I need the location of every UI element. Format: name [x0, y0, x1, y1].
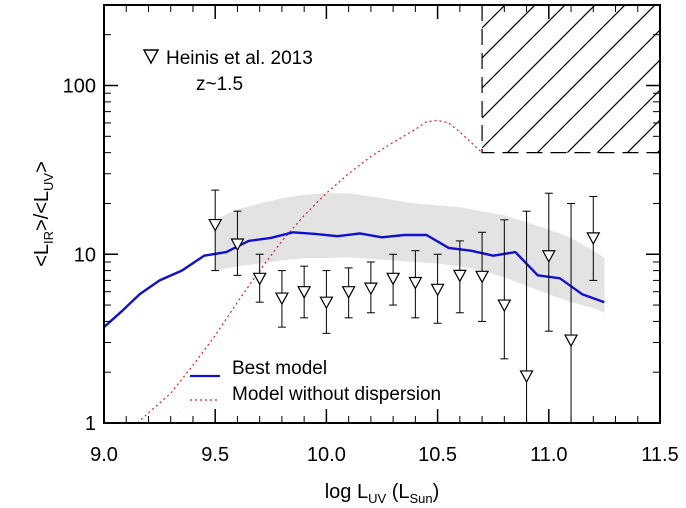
x-tick-label: 9.5: [201, 444, 229, 466]
triangle-marker: [541, 250, 556, 263]
legend-top-line2: z~1.5: [196, 74, 243, 95]
triangle-marker: [586, 232, 601, 246]
x-tick-label: 10.5: [418, 444, 457, 466]
y-tick-label: 10: [74, 244, 96, 266]
legend-no-dispersion-label: Model without dispersion: [232, 384, 441, 405]
legend-triangle-marker: [142, 49, 160, 65]
x-tick-label: 11.0: [530, 444, 567, 466]
data-point: [430, 253, 445, 324]
triangle-marker: [297, 286, 312, 299]
excluded-region: [481, 5, 660, 154]
y-axis-label: <LIR>/<LUV>: [31, 161, 56, 267]
x-tick-label: 9.0: [90, 444, 118, 466]
no-dispersion-model-line: [136, 119, 483, 423]
triangle-marker: [497, 299, 512, 313]
x-axis-label: log LUV (LSun): [325, 481, 440, 506]
plot-frame: [103, 4, 661, 424]
data-point: [386, 253, 401, 306]
legend-top-line1: Heinis et al. 2013: [166, 48, 313, 69]
data-point: [319, 270, 334, 334]
data-point: [341, 267, 356, 319]
x-tick-label: 10.0: [307, 444, 346, 466]
data-point: [408, 250, 423, 319]
triangle-marker: [363, 282, 378, 296]
triangle-marker: [341, 286, 356, 299]
data-point: [230, 210, 245, 276]
data-point: [475, 231, 490, 322]
data-point: [297, 265, 312, 319]
excluded-region-hatch: [482, 5, 660, 153]
triangle-marker: [564, 334, 579, 348]
x-tick-label: 11.5: [641, 444, 678, 466]
y-tick-label: 1: [85, 413, 96, 435]
triangle-marker: [274, 292, 289, 306]
legend-bottom: Best model Model without dispersion: [190, 358, 441, 405]
triangle-marker: [319, 296, 334, 310]
data-point: [252, 253, 267, 303]
triangle-marker: [208, 218, 223, 232]
triangle-marker: [230, 238, 245, 252]
data-point: [274, 270, 289, 328]
data-point: [363, 261, 378, 314]
points-layer: [208, 189, 601, 423]
triangle-marker: [475, 270, 490, 284]
data-point: [586, 195, 601, 281]
data-point: [452, 240, 467, 314]
dispersion-band: [215, 193, 605, 313]
data-point: [497, 219, 512, 360]
y-tick-label: 100: [63, 76, 96, 98]
band-layer: [215, 193, 605, 313]
triangle-marker: [452, 269, 467, 283]
lines-layer: [104, 119, 605, 423]
triangle-marker: [386, 272, 401, 286]
data-point: [541, 192, 556, 332]
excluded-region-border: [481, 5, 660, 154]
axes: 9.0 9.5 10.0 10.5 11.0 11.5 1 10 100: [63, 4, 679, 466]
data-point: [564, 202, 579, 423]
triangle-marker: [430, 283, 445, 297]
data-point: [519, 210, 534, 423]
best-model-line: [104, 231, 605, 328]
triangle-marker: [408, 276, 423, 290]
triangle-marker: [519, 370, 534, 384]
legend-best-model-label: Best model: [232, 358, 327, 379]
data-point: [208, 189, 223, 272]
triangle-marker: [252, 272, 267, 286]
legend-top: Heinis et al. 2013 z~1.5: [142, 48, 313, 95]
